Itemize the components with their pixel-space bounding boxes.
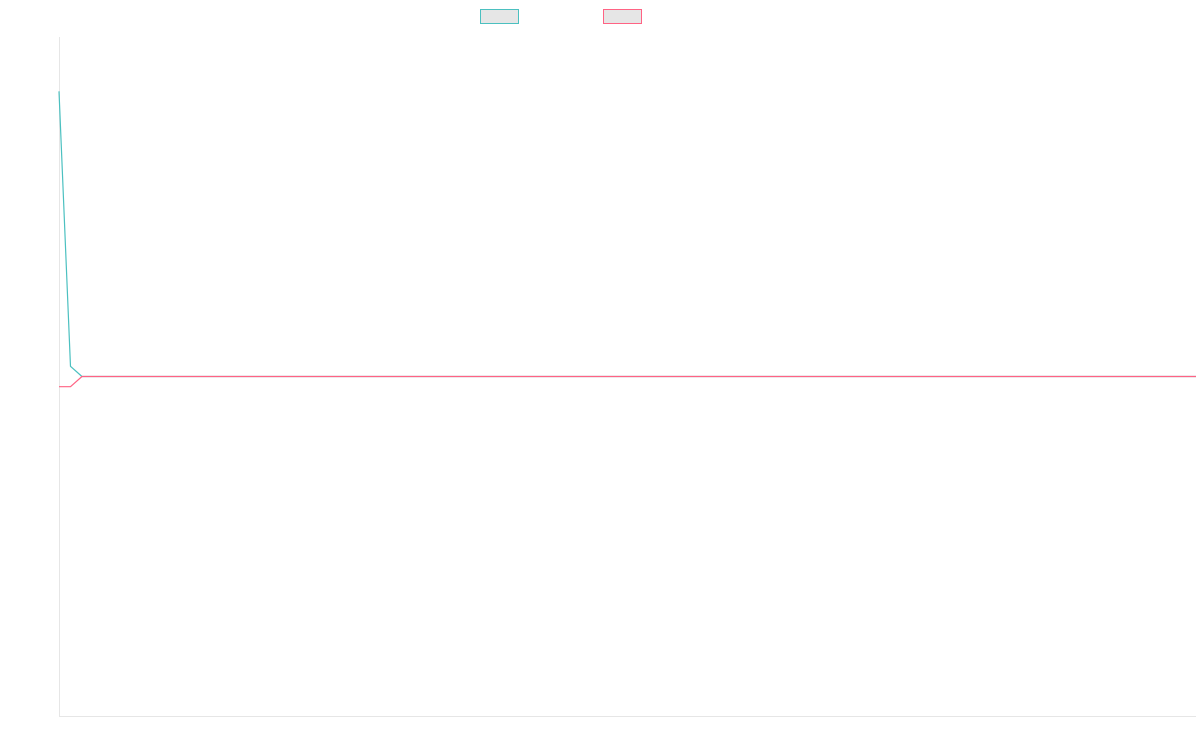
series-line-2	[59, 375, 1196, 388]
series-line-1	[58, 91, 1196, 378]
legend-swatch-series-1	[480, 9, 519, 24]
legend-swatch-series-2	[603, 9, 642, 24]
legend-item-series-2[interactable]	[603, 9, 642, 24]
series-layer	[58, 91, 1196, 388]
legend-item-series-1[interactable]	[480, 9, 519, 24]
legend	[480, 9, 642, 24]
